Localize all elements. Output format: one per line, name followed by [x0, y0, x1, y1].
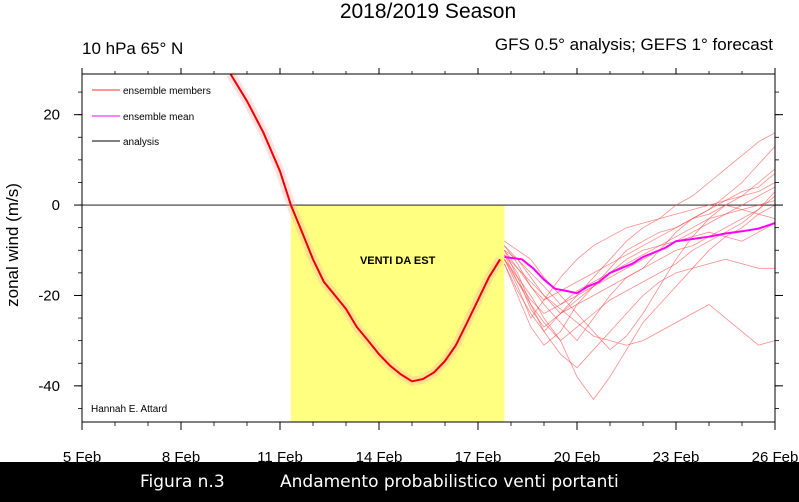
ensemble-member-line-11 — [504, 258, 775, 369]
ensemble-member-line-6 — [504, 146, 776, 301]
ensemble-member-line-8 — [504, 222, 776, 306]
chart: 2018/2019 Season 10 hPa 65° N GFS 0.5° a… — [3, 0, 798, 462]
ensemble-member-line-10 — [504, 186, 776, 328]
plot-frame — [81, 73, 776, 423]
ensemble-member-line-9 — [504, 182, 776, 319]
legend-label-members: ensemble members — [123, 86, 211, 97]
plot-area: VENTI DA EST 5 Feb 8 Feb 11 Feb 14 Feb 17 Feb… — [38, 68, 798, 462]
region-label: VENTI DA EST — [360, 255, 436, 267]
ensemble-member-line-14 — [504, 200, 776, 314]
credit-text: Hannah E. Attard — [91, 404, 167, 415]
analysis-line — [229, 73, 501, 383]
figure-label: Figura n.3 — [140, 472, 225, 492]
ensemble-member-line-3 — [504, 204, 776, 346]
ensemble-mean-line — [504, 222, 776, 295]
x-tick-label: 8 Feb — [162, 449, 200, 462]
y-tick-label: -40 — [38, 378, 60, 395]
x-tick-label: 26 Feb — [752, 449, 799, 462]
x-tick-label: 17 Feb — [455, 449, 502, 462]
easterly-wind-region — [290, 205, 505, 422]
legend-label-analysis: analysis — [123, 137, 159, 148]
y-axis-label: zonal wind (m/s) — [3, 183, 22, 307]
legend: ensemble members ensemble mean analysis — [92, 86, 211, 148]
ensemble-member-line-13 — [504, 195, 776, 315]
x-tick-label: 20 Feb — [554, 449, 601, 462]
caption-text: Andamento probabilistico venti portanti — [280, 472, 619, 492]
chart-subtitle-left: 10 hPa 65° N — [82, 39, 183, 58]
ensemble-member-line-7 — [504, 191, 776, 342]
ensemble-member-line-5 — [504, 204, 776, 401]
ensemble-member-line-12 — [504, 254, 776, 346]
chart-subtitle-right: GFS 0.5° analysis; GEFS 1° forecast — [495, 35, 773, 54]
y-tick-label: 0 — [52, 197, 60, 214]
y-tick-label: -20 — [38, 287, 60, 304]
chart-title: 2018/2019 Season — [340, 0, 516, 23]
caption-bar: Figura n.3 Andamento probabilistico vent… — [0, 462, 799, 502]
x-tick-label: 11 Feb — [257, 449, 303, 462]
ensemble-member-line-1 — [504, 132, 776, 333]
ensemble-member-line-4 — [504, 168, 776, 351]
x-tick-label: 5 Feb — [63, 449, 101, 462]
x-tick-label: 14 Feb — [356, 449, 403, 462]
legend-label-mean: ensemble mean — [123, 112, 194, 123]
x-tick-label: 23 Feb — [653, 449, 700, 462]
y-tick-label: 20 — [43, 107, 60, 124]
